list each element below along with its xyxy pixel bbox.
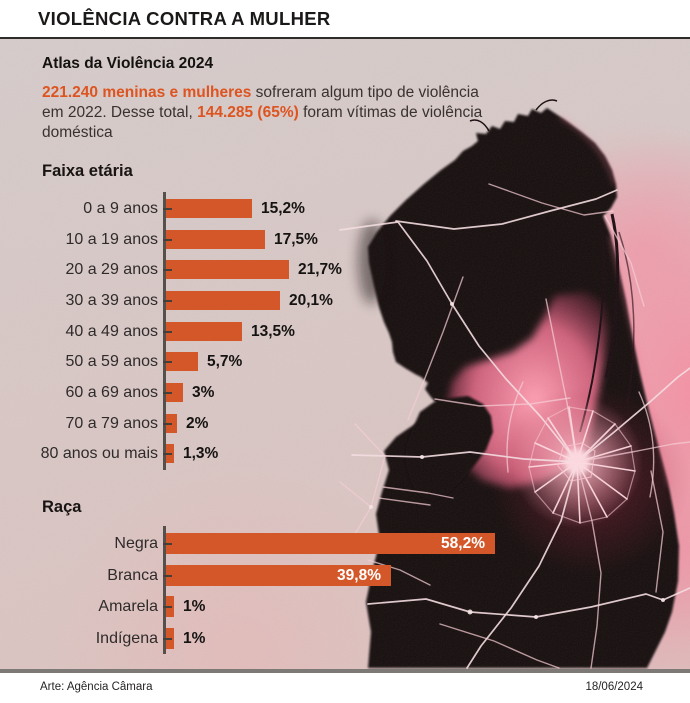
art-credit: Arte: Agência Câmara [40, 681, 153, 693]
footer-bar: Arte: Agência Câmara 18/06/2024 [0, 673, 690, 703]
header-bar: VIOLÊNCIA CONTRA A MULHER [0, 0, 690, 39]
publication-date: 18/06/2024 [585, 681, 643, 693]
page-title: VIOLÊNCIA CONTRA A MULHER [38, 8, 331, 29]
footer-divider [0, 669, 690, 673]
